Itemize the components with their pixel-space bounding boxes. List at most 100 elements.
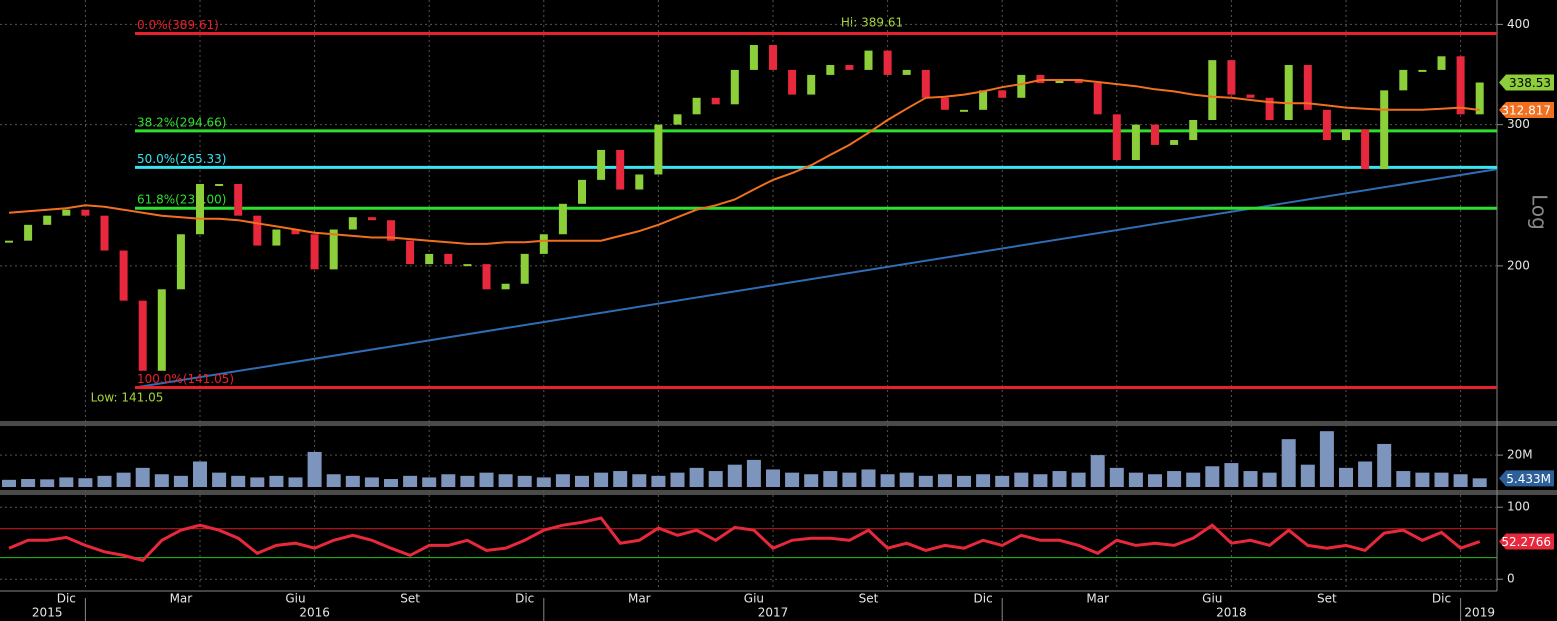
bar [441,474,456,487]
year-label: 2017 [758,606,789,620]
y-tick-label: 100 [1507,500,1530,514]
bar [135,467,150,487]
candle [1303,64,1312,110]
candle [1208,60,1217,120]
candle [1399,69,1408,91]
bar [918,475,933,487]
bar [575,475,589,487]
bar [804,474,819,487]
bar [727,464,742,487]
bar [651,475,666,487]
candle [578,179,586,204]
bar [536,477,551,487]
bar [1377,443,1392,487]
candle [902,69,911,75]
candle [81,209,90,216]
bar [1128,472,1143,487]
y-tick-label: 0 [1507,572,1515,586]
bar [1186,472,1201,487]
bar [976,474,991,487]
bar [1472,478,1487,487]
candle [310,234,319,270]
line [8,516,1481,563]
candle [329,229,338,270]
bar [250,477,265,487]
bar [479,472,494,487]
bar [1224,463,1239,487]
bar [1148,474,1162,487]
bar [613,471,628,487]
year-label: 2015 [32,606,63,620]
bar [880,474,895,487]
candle [1017,74,1026,98]
fib-label: 50.0%(265.33) [137,152,226,166]
candle [1380,90,1389,170]
x-tick-label: Dic [974,592,993,606]
x-tick-label: Giu [285,592,305,606]
bar [632,474,647,487]
candle [215,183,224,186]
candle [692,97,701,115]
candle [749,45,758,70]
bar [59,477,74,487]
candle [520,253,529,284]
bar [460,475,475,487]
value-box-label: 338.53 [1509,76,1551,90]
bar [307,451,322,487]
candle [463,264,472,267]
bar [1453,474,1468,487]
candle [291,229,300,235]
candle [1361,129,1370,170]
x-tick-label: Mar [628,592,651,606]
candle [1475,82,1484,115]
x-tick-label: Dic [57,592,76,606]
value-box-label: 312.817 [1501,104,1551,118]
candle [348,217,357,230]
bar [1358,461,1373,487]
annotation: Low: 141.05 [91,391,164,405]
bar [746,459,761,487]
candle [1322,109,1331,141]
bar [1205,466,1220,487]
bar [1434,472,1449,487]
candle [138,300,147,371]
candle [940,97,949,110]
candle [730,69,739,105]
candle [406,240,415,265]
bar [995,475,1010,487]
value-box [1499,102,1554,119]
candle [1456,56,1465,115]
bar [1033,474,1048,487]
value-box [1499,74,1554,91]
candle [24,224,33,241]
fib-label: 0.0%(389.61) [137,18,219,32]
bar [326,474,341,487]
y-tick-label: 20M [1507,448,1533,462]
bar [1281,439,1296,487]
candle [367,217,376,221]
candle [1055,78,1064,84]
bar [21,479,36,487]
candle [43,215,52,225]
bar [1014,472,1029,487]
x-tick-label: Set [1317,592,1337,606]
bar [1052,471,1067,487]
candle [1151,124,1159,145]
candle [616,149,625,190]
bar [231,475,246,487]
candle [1093,83,1102,115]
bar [345,475,360,487]
candle [558,203,567,235]
candle [1246,94,1255,98]
bar [1167,471,1182,487]
bar [1071,472,1086,487]
candle [539,234,548,254]
bar [78,478,93,487]
bar [403,475,418,487]
candle [196,183,204,235]
bar [498,474,513,487]
candle [979,90,988,110]
bar [364,477,379,487]
